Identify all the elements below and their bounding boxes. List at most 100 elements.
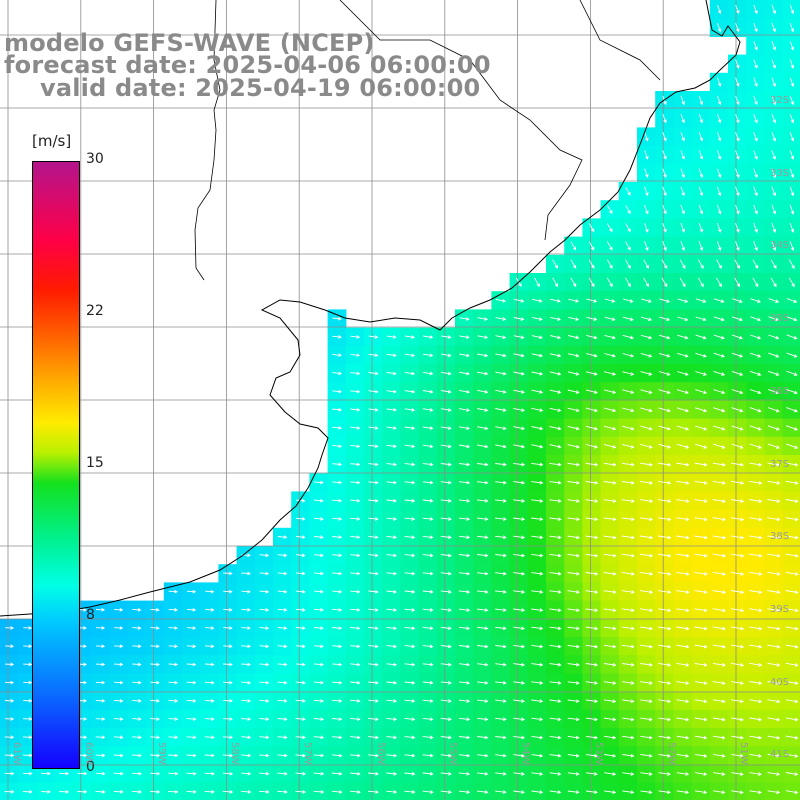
wind-arrow bbox=[458, 717, 471, 722]
wind-arrow bbox=[386, 680, 398, 685]
wind-arrow bbox=[622, 681, 635, 685]
wind-arrow bbox=[277, 699, 288, 703]
wind-arrow bbox=[639, 571, 654, 576]
wind-arrow bbox=[513, 644, 526, 649]
border-line bbox=[339, 0, 583, 241]
wind-cell bbox=[782, 182, 800, 201]
wind-cell bbox=[782, 91, 800, 110]
wind-arrow bbox=[332, 426, 343, 430]
wind-arrow bbox=[331, 699, 343, 703]
wind-arrow bbox=[440, 790, 453, 794]
wind-arrow bbox=[622, 425, 635, 431]
wind-arrow bbox=[531, 535, 544, 540]
wind-arrow bbox=[368, 571, 379, 576]
wind-arrow bbox=[603, 425, 617, 431]
wind-arrow bbox=[588, 277, 595, 288]
wind-arrow bbox=[730, 517, 745, 522]
wind-arrow bbox=[550, 298, 561, 303]
wind-arrow bbox=[440, 589, 452, 594]
wind-arrow bbox=[113, 771, 124, 776]
wind-arrow bbox=[588, 259, 595, 269]
wind-arrow bbox=[513, 571, 526, 576]
wind-arrow bbox=[495, 353, 507, 358]
wind-arrow bbox=[95, 771, 106, 776]
wind-arrow bbox=[150, 771, 161, 776]
wind-arrow bbox=[495, 790, 507, 794]
wind-arrow bbox=[785, 517, 799, 522]
wind-arrow bbox=[786, 334, 798, 340]
wind-arrow bbox=[404, 535, 416, 540]
wind-arrow bbox=[22, 753, 33, 758]
wind-arrow bbox=[223, 589, 233, 594]
wind-arrow bbox=[639, 480, 654, 485]
wind-arrow bbox=[313, 517, 324, 521]
wind-arrow bbox=[712, 443, 726, 449]
wind-arrow bbox=[440, 717, 452, 722]
wind-arrow bbox=[753, 222, 758, 233]
wind-arrow bbox=[716, 277, 722, 288]
wind-arrow bbox=[694, 407, 708, 413]
wind-arrow bbox=[477, 444, 489, 449]
colorbar-tick-30: 30 bbox=[86, 151, 104, 167]
wind-arrow bbox=[386, 426, 397, 430]
wind-arrow bbox=[767, 425, 780, 431]
wind-arrow bbox=[603, 717, 617, 722]
wind-arrow bbox=[440, 389, 452, 394]
wind-arrow bbox=[350, 644, 361, 649]
wind-arrow bbox=[786, 352, 798, 358]
wind-arrow bbox=[131, 753, 142, 758]
wind-arrow bbox=[658, 535, 672, 540]
wind-arrow bbox=[386, 371, 397, 376]
wind-arrow bbox=[440, 462, 452, 467]
wind-arrow bbox=[350, 480, 361, 485]
wind-arrow bbox=[661, 277, 668, 288]
wind-arrow bbox=[422, 735, 434, 740]
wind-arrow bbox=[313, 699, 325, 703]
wind-arrow bbox=[658, 717, 672, 722]
wind-arrow bbox=[749, 790, 763, 795]
wind-arrow bbox=[404, 771, 416, 776]
wind-arrow bbox=[785, 553, 799, 558]
coastline bbox=[0, 0, 741, 617]
wind-arrow bbox=[749, 480, 763, 485]
wind-arrow bbox=[331, 680, 343, 685]
wind-arrow bbox=[4, 662, 15, 667]
wind-arrow bbox=[603, 553, 617, 558]
wind-arrow bbox=[716, 241, 722, 252]
wind-arrow bbox=[495, 462, 507, 467]
wind-arrow bbox=[332, 535, 343, 539]
wind-arrow bbox=[677, 352, 689, 358]
wind-arrow bbox=[531, 480, 544, 485]
wind-arrow bbox=[549, 371, 562, 376]
wind-arrow bbox=[495, 371, 507, 376]
wind-arrow bbox=[386, 626, 398, 631]
wind-arrow bbox=[676, 535, 690, 540]
wind-arrow bbox=[440, 480, 452, 485]
wind-arrow bbox=[694, 535, 708, 540]
wind-arrow bbox=[680, 95, 685, 106]
wind-arrow bbox=[676, 626, 690, 631]
wind-arrow bbox=[422, 408, 434, 412]
wind-arrow bbox=[150, 735, 161, 740]
wind-arrow bbox=[735, 77, 740, 87]
wind-arrow bbox=[677, 316, 689, 322]
wind-arrow bbox=[477, 389, 489, 394]
wind-arrow bbox=[640, 443, 653, 449]
wind-arrow bbox=[622, 699, 635, 704]
wind-arrow bbox=[622, 389, 635, 394]
wind-arrow bbox=[785, 662, 799, 667]
wind-arrow bbox=[458, 644, 471, 649]
wind-arrow bbox=[477, 699, 489, 703]
wind-arrow bbox=[712, 608, 727, 613]
wind-arrow bbox=[240, 753, 252, 758]
wind-arrow bbox=[313, 680, 325, 685]
wind-arrow bbox=[567, 517, 581, 521]
wind-arrow bbox=[168, 608, 179, 612]
wind-arrow bbox=[204, 753, 215, 758]
wind-arrow bbox=[549, 662, 562, 667]
wind-arrow bbox=[658, 352, 671, 358]
wind-arrow bbox=[386, 462, 398, 467]
wind-arrow bbox=[476, 590, 489, 594]
wind-arrow bbox=[694, 462, 708, 467]
colorbar-tick-22: 22 bbox=[86, 303, 104, 319]
